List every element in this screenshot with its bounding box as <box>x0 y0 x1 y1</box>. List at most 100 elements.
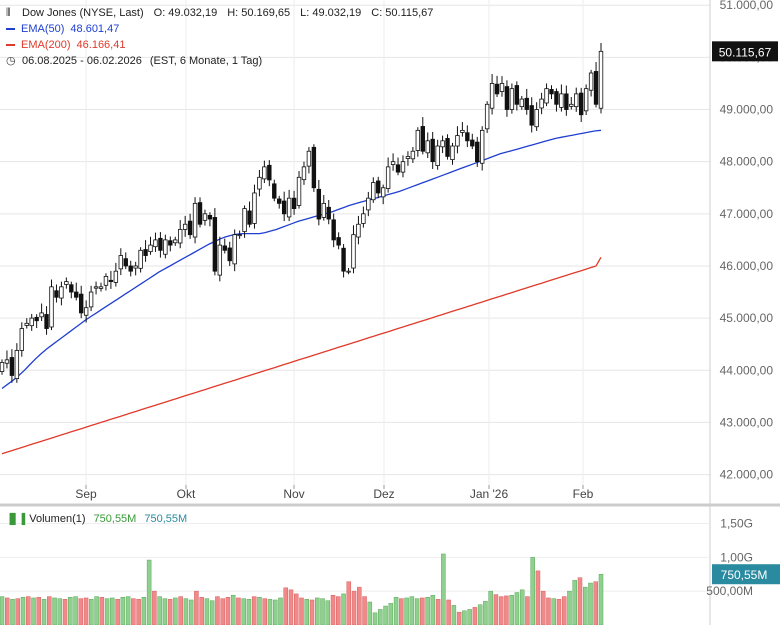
candle-body <box>19 328 25 351</box>
candle <box>192 197 198 244</box>
candle-body <box>103 275 109 286</box>
volume-bar <box>115 599 120 625</box>
candle-body <box>549 89 554 95</box>
volume-bar <box>162 598 168 625</box>
candle <box>14 343 20 383</box>
y-tick-label: 49.000,00 <box>720 103 774 117</box>
candle <box>64 277 69 289</box>
volume-bar <box>367 601 373 625</box>
candle <box>83 300 89 323</box>
candle-body <box>168 240 173 246</box>
y-tick-label: 45.000,00 <box>720 311 774 325</box>
candle <box>460 122 465 137</box>
candle <box>123 252 128 270</box>
candle-body <box>207 214 213 220</box>
candle-body <box>232 234 237 265</box>
candle-body <box>49 286 54 328</box>
volume-bar <box>425 597 430 625</box>
legend-ema200-row[interactable]: EMA(200) 46.166,41 <box>6 37 443 53</box>
x-tick-label: Jan '26 <box>470 487 509 501</box>
volume-bar <box>472 607 478 625</box>
candle <box>148 236 153 255</box>
volume-bar <box>325 600 331 625</box>
candle-body <box>237 234 242 237</box>
volume-bar <box>414 598 420 625</box>
candle <box>49 279 54 331</box>
volume-value-2: 750,55M <box>144 513 188 525</box>
x-tick-label: Nov <box>283 487 304 501</box>
volume-legend: ▐▌▐ Volumen(1) 750,55M 750,55M <box>6 513 187 525</box>
volume-bar <box>304 599 310 625</box>
candle <box>588 69 594 97</box>
volume-bar <box>330 594 336 625</box>
candle <box>351 225 356 274</box>
candle <box>217 236 223 282</box>
candle <box>371 177 376 203</box>
volume-bar <box>493 594 499 625</box>
candle <box>593 62 599 108</box>
volume-bar <box>278 597 283 625</box>
candle-body <box>460 129 465 133</box>
candle-body <box>153 239 158 248</box>
volume-bar <box>57 598 63 625</box>
candle <box>539 92 544 115</box>
range-detail: (EST, 6 Monate, 1 Tag) <box>149 55 263 67</box>
volume-bar <box>157 596 162 625</box>
volume-bar <box>110 597 115 625</box>
volume-bar <box>404 597 409 625</box>
volume-bar <box>131 598 136 625</box>
candle-body <box>494 83 500 95</box>
volume-bar <box>99 597 105 625</box>
volume-bar <box>293 593 299 625</box>
volume-label: Volumen(1) <box>29 513 86 525</box>
candle-body <box>267 164 272 181</box>
volume-bar <box>504 595 509 625</box>
candle-body <box>361 213 366 224</box>
volume-bar <box>582 586 588 625</box>
candle <box>479 126 485 171</box>
ema200-label: EMA(200) <box>21 39 71 51</box>
candle <box>529 97 534 133</box>
candle <box>207 212 213 227</box>
volume-bar <box>593 581 598 625</box>
candle <box>578 87 584 123</box>
candle-body <box>593 71 599 105</box>
candle <box>361 206 366 228</box>
candle <box>445 134 450 160</box>
volume-bar <box>41 599 47 625</box>
volume-bar <box>47 596 52 625</box>
candle <box>331 213 336 248</box>
candle-body <box>24 322 29 326</box>
candle <box>0 359 5 375</box>
volume-bar <box>178 596 183 625</box>
price-tags: 50.115,67 750,55M <box>712 41 780 585</box>
candle-body <box>430 138 435 163</box>
candle <box>54 284 59 303</box>
volume-bar <box>136 599 141 625</box>
candle <box>143 240 148 262</box>
candle <box>519 95 524 110</box>
y-tick-label: 44.000,00 <box>720 363 774 377</box>
candle-body <box>59 286 64 299</box>
candle-body <box>435 145 440 166</box>
candle <box>549 85 554 100</box>
volume-bar <box>209 600 215 625</box>
volume-tick-label: 500,00M <box>706 584 753 598</box>
candle <box>410 147 416 163</box>
legend-ema50-row[interactable]: EMA(50) 48.601,47 <box>6 21 443 37</box>
volume-bar <box>451 605 457 625</box>
candle-body <box>479 129 485 164</box>
candle <box>34 314 39 329</box>
candle-body <box>455 135 460 147</box>
volume-bar <box>540 590 546 625</box>
candle-body <box>108 279 114 283</box>
volume-bar <box>572 580 577 625</box>
candle <box>24 318 29 329</box>
candle-body <box>262 166 267 180</box>
ema50-value: 48.601,47 <box>70 23 120 35</box>
candle-body <box>385 166 391 189</box>
candle <box>227 241 232 266</box>
volume-bar <box>388 603 394 625</box>
volume-tick-label: 1,50G <box>720 517 753 531</box>
